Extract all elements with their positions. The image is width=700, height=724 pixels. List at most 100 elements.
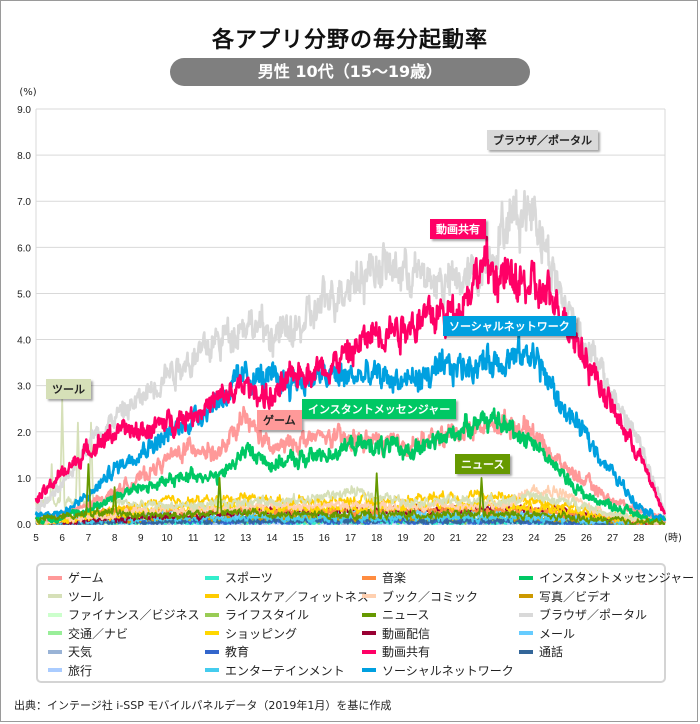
legend-swatch — [362, 649, 376, 654]
legend-swatch — [205, 612, 219, 617]
y-tick-label: 0.0 — [17, 520, 31, 531]
x-tick-label: 18 — [371, 533, 383, 544]
legend-item: 通話 — [519, 643, 563, 660]
legend-swatch — [48, 668, 62, 672]
legend-label: 旅行 — [68, 663, 93, 678]
x-axis-unit: (時) — [664, 532, 682, 544]
legend-swatch — [519, 594, 533, 598]
y-tick-label: 7.0 — [17, 197, 31, 208]
legend-label: ブラウザ／ポータル — [539, 608, 648, 622]
legend-item: ツール — [48, 588, 104, 605]
series-line-18 — [34, 407, 667, 525]
series-line-1 — [35, 398, 666, 525]
legend-label: 動画配信 — [382, 626, 431, 641]
x-tick-label: 21 — [450, 533, 462, 544]
legend-label: ニュース — [382, 608, 430, 622]
legend: ゲームツールファイナンス／ビジネス 交通／ナビ天気旅行 スポーツヘルスケア／フィット… — [36, 563, 694, 683]
legend-swatch — [48, 612, 62, 617]
line-chart: 0.0 1.0 2.0 3.0 4.0 5.0 6.0 7.0 8.0 9.0 (%) 5 6 7 8 9 10… — [17, 87, 682, 544]
legend-label: ファイナンス／ビジネス — [68, 608, 200, 622]
legend-swatch — [205, 594, 219, 598]
legend-item: エンターテインメント — [205, 662, 345, 679]
x-tick-label: 19 — [397, 533, 409, 544]
legend-label: 教育 — [225, 645, 250, 659]
y-tick-label: 2.0 — [17, 428, 31, 439]
x-tick-label: 10 — [161, 533, 173, 544]
x-tick-label: 16 — [319, 533, 331, 544]
legend-item: 動画配信 — [362, 625, 430, 642]
series-callout-label: インスタントメッセンジャー — [302, 399, 457, 419]
y-axis-unit: (%) — [19, 87, 36, 98]
series-line-17 — [34, 331, 666, 522]
y-tick-label: 1.0 — [17, 474, 31, 485]
legend-item: ファイナンス／ビジネス — [48, 606, 200, 623]
series-callout-label: ゲーム — [257, 410, 302, 430]
x-tick-label: 9 — [138, 533, 144, 544]
legend-swatch — [519, 575, 533, 580]
legend-item: 写真／ビデオ — [519, 588, 611, 605]
legend-item: ライフスタイル — [205, 606, 309, 623]
y-tick-label: 9.0 — [17, 105, 31, 116]
legend-swatch — [205, 575, 219, 580]
legend-item: 旅行 — [48, 662, 92, 679]
legend-item: ゲーム — [48, 569, 104, 586]
x-tick-label: 26 — [581, 533, 593, 544]
x-tick-label: 23 — [502, 533, 514, 544]
x-tick-label: 7 — [86, 533, 92, 544]
x-tick-label: 24 — [528, 533, 540, 544]
x-tick-label: 28 — [633, 533, 645, 544]
legend-item: ヘルスケア／フィットネス — [205, 588, 369, 605]
legend-label: インスタントメッセンジャー — [539, 571, 695, 585]
y-tick-label: 4.0 — [17, 336, 31, 347]
x-tick-label: 25 — [555, 533, 567, 544]
legend-label: エンターテインメント — [225, 663, 345, 678]
legend-item: インスタントメッセンジャー — [519, 569, 694, 586]
x-tick-label: 14 — [266, 533, 278, 544]
x-tick-label: 13 — [240, 533, 252, 544]
legend-item: ブック／コミック — [362, 588, 478, 605]
legend-item: ブラウザ／ポータル — [519, 606, 647, 623]
legend-swatch — [362, 612, 376, 617]
legend-item: 交通／ナビ — [48, 625, 128, 642]
legend-swatch — [362, 668, 376, 672]
x-tick-label: 22 — [476, 533, 488, 544]
source-note: 出典：インテージ社 i-SSP モバイルパネルデータ（2019年1月）を基に作成 — [14, 699, 392, 712]
legend-label: スポーツ — [225, 571, 273, 585]
x-tick-label: 5 — [33, 533, 39, 544]
legend-item: メール — [519, 625, 575, 642]
legend-item: ショッピング — [205, 625, 297, 642]
x-tick-label: 20 — [424, 533, 436, 544]
x-tick-label: 17 — [345, 533, 357, 544]
legend-swatch — [205, 649, 219, 654]
legend-swatch — [362, 575, 376, 580]
legend-swatch — [205, 631, 219, 635]
chart-title: 各アプリ分野の毎分起動率 — [211, 28, 488, 53]
legend-swatch — [519, 631, 533, 635]
series-callout-label: ニュース — [455, 454, 511, 474]
x-tick-label: 11 — [188, 533, 199, 544]
legend-item: スポーツ — [205, 569, 273, 586]
y-tick-label: 3.0 — [17, 382, 31, 393]
y-tick-label: 8.0 — [17, 151, 31, 162]
legend-label: 動画共有 — [382, 645, 431, 659]
series-callout-label: 動画共有 — [430, 219, 486, 239]
legend-label: 音楽 — [382, 571, 407, 585]
legend-item: 天気 — [48, 643, 92, 660]
legend-swatch — [48, 631, 62, 635]
legend-label: 通話 — [539, 645, 564, 659]
legend-item: 動画共有 — [362, 643, 430, 660]
legend-item: 音楽 — [362, 569, 406, 586]
series-line-20 — [35, 189, 667, 518]
y-tick-label: 5.0 — [17, 289, 31, 300]
legend-label: 交通／ナビ — [68, 626, 129, 641]
chart-subtitle: 男性 10代（15～19歳） — [170, 58, 530, 86]
legend-label: 天気 — [68, 645, 93, 659]
legend-swatch — [519, 649, 533, 654]
legend-label: ライフスタイル — [225, 608, 310, 622]
x-tick-label: 8 — [112, 533, 118, 544]
series-line-0 — [34, 405, 667, 525]
series-callout-label: ツール — [46, 379, 91, 399]
legend-swatch — [205, 668, 219, 672]
legend-item: ソーシャルネットワーク — [362, 662, 514, 679]
